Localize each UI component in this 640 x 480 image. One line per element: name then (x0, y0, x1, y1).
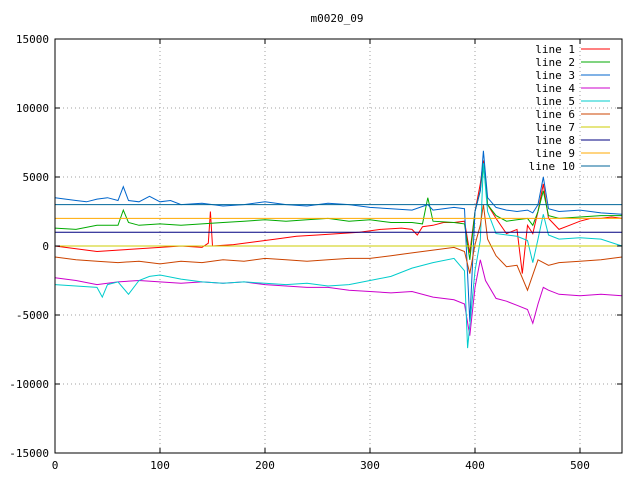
series-line-3 (54, 150, 623, 322)
legend-label: line 9 (535, 147, 575, 160)
x-tick-label: 200 (255, 459, 275, 472)
legend-label: line 3 (535, 69, 575, 82)
y-tick-label: 15000 (16, 33, 49, 46)
legend-label: line 8 (535, 134, 575, 147)
y-tick-label: -5000 (16, 309, 49, 322)
x-tick-label: 500 (570, 459, 590, 472)
y-tick-label: 5000 (23, 171, 50, 184)
legend-label: line 5 (535, 95, 575, 108)
x-tick-label: 100 (150, 459, 170, 472)
chart-title: m0020_09 (311, 12, 364, 25)
legend-label: line 7 (535, 121, 575, 134)
series-line-6 (54, 204, 623, 292)
x-tick-label: 300 (360, 459, 380, 472)
y-tick-label: 0 (42, 240, 49, 253)
plot-frame (54, 38, 623, 454)
legend-label: line 4 (535, 82, 575, 95)
series-line-5 (54, 163, 623, 349)
x-tick-label: 400 (465, 459, 485, 472)
y-tick-label: 10000 (16, 102, 49, 115)
legend-label: line 2 (535, 56, 575, 69)
y-tick-label: -15000 (9, 447, 49, 460)
series-line-4 (54, 259, 623, 336)
x-tick-label: 0 (52, 459, 59, 472)
legend-label: line 6 (535, 108, 575, 121)
series-line-2 (54, 163, 622, 260)
legend-label: line 1 (535, 43, 575, 56)
y-tick-label: -10000 (9, 378, 49, 391)
legend-label: line 10 (529, 160, 575, 173)
series-line-1 (54, 160, 623, 274)
